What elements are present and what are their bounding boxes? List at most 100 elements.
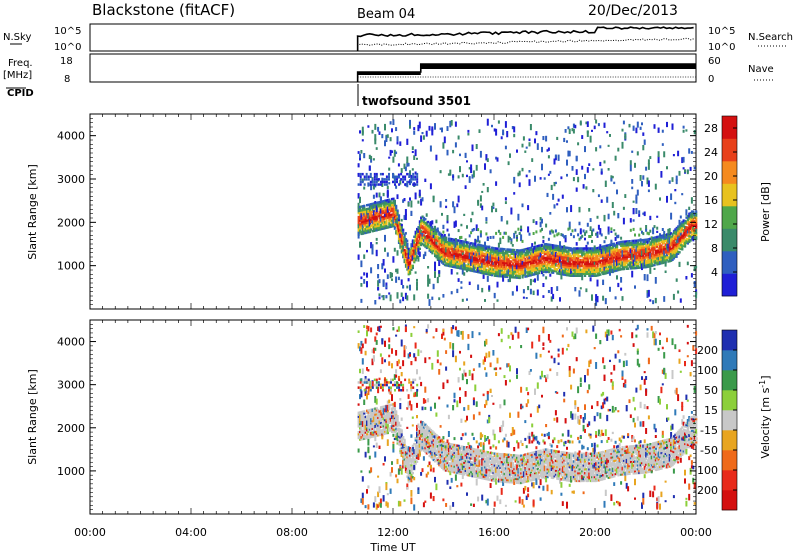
power-cell (647, 265, 651, 268)
power-cell (577, 270, 580, 273)
velocity-cell (372, 427, 376, 430)
power-layer (454, 238, 457, 241)
power-scatter (496, 157, 499, 162)
power-cell (535, 270, 538, 273)
power-cell (422, 244, 426, 247)
power-cell (689, 239, 692, 242)
power-scatter (381, 182, 384, 188)
power-cell (645, 265, 648, 269)
power-cell (577, 272, 580, 275)
power-cell (461, 265, 464, 269)
power-layer (604, 236, 607, 240)
power-cell (516, 276, 519, 279)
power-scatter (400, 218, 403, 222)
power-cell (482, 244, 485, 248)
power-scatter (495, 208, 498, 213)
power-cell (695, 226, 698, 229)
power-cell (549, 247, 552, 250)
power-cell (499, 247, 502, 251)
power-cell (657, 253, 660, 256)
power-cell (682, 244, 685, 248)
power-cell (403, 249, 406, 252)
power-cluster (394, 178, 396, 181)
power-cell (375, 225, 378, 228)
power-scatter (378, 293, 381, 297)
power-scatter (543, 177, 546, 180)
power-cell (382, 211, 385, 215)
power-cell (610, 260, 613, 264)
power-cell (532, 265, 535, 268)
power-cell (395, 208, 398, 212)
velocity-scatter (377, 504, 380, 508)
power-cell (388, 202, 391, 205)
power-scatter (472, 228, 475, 231)
power-scatter (441, 127, 443, 131)
power-cell (514, 264, 517, 267)
power-cell (570, 266, 573, 270)
velocity-cell (375, 413, 378, 416)
power-cell (510, 260, 513, 263)
power-cell (636, 266, 639, 269)
velocity-cell (372, 409, 376, 413)
power-scatter (618, 263, 621, 266)
power-cell (684, 229, 687, 232)
power-cell (620, 250, 623, 253)
power-cell (414, 257, 417, 260)
power-cell (657, 255, 660, 258)
power-cell (400, 225, 403, 229)
power-scatter (431, 128, 434, 136)
velocity-scatter (367, 446, 370, 454)
power-scatter (370, 267, 373, 274)
power-scatter (378, 131, 381, 135)
power-scatter (436, 254, 439, 262)
power-cell (357, 219, 360, 223)
power-cell (459, 247, 462, 250)
power-cell (638, 260, 641, 264)
power-scatter (679, 215, 682, 219)
power-cell (461, 250, 464, 253)
power-scatter (607, 144, 610, 147)
power-cell (528, 270, 531, 273)
power-cell (502, 271, 505, 274)
power-cell (510, 250, 513, 253)
power-scatter (397, 163, 400, 167)
power-cell (460, 249, 463, 253)
power-cell (395, 222, 398, 225)
power-cell (618, 256, 621, 260)
power-cell (642, 264, 645, 267)
power-cell (467, 268, 470, 272)
power-cell (663, 257, 666, 260)
power-cell (554, 268, 558, 271)
power-cell (386, 200, 389, 204)
power-cell (435, 244, 438, 247)
power-scatter (414, 192, 417, 200)
power-scatter (566, 207, 568, 213)
power-scatter (495, 156, 498, 160)
power-cell (457, 266, 460, 270)
power-cell (432, 247, 435, 250)
power-cell (549, 243, 552, 247)
velocity-cell (360, 410, 363, 414)
power-layer (585, 230, 588, 234)
power-cell (600, 265, 603, 268)
power-cell (403, 254, 406, 258)
power-cell (443, 254, 446, 257)
power-scatter (671, 123, 674, 130)
power-cell (459, 261, 462, 264)
power-cell (509, 248, 512, 251)
velocity-cell (371, 414, 374, 417)
velocity-cell (374, 415, 377, 418)
power-scatter (382, 192, 385, 197)
power-cell (370, 216, 373, 220)
power-scatter (468, 243, 471, 249)
power-cell (375, 227, 378, 230)
power-cell (402, 255, 405, 259)
power-cell (466, 249, 469, 252)
velocity-cell (360, 414, 363, 418)
power-cell (524, 263, 527, 267)
velocity-cell (361, 431, 364, 435)
power-cell (424, 243, 427, 246)
power-layer (677, 239, 680, 243)
power-scatter (417, 200, 420, 204)
power-cluster (402, 175, 405, 178)
